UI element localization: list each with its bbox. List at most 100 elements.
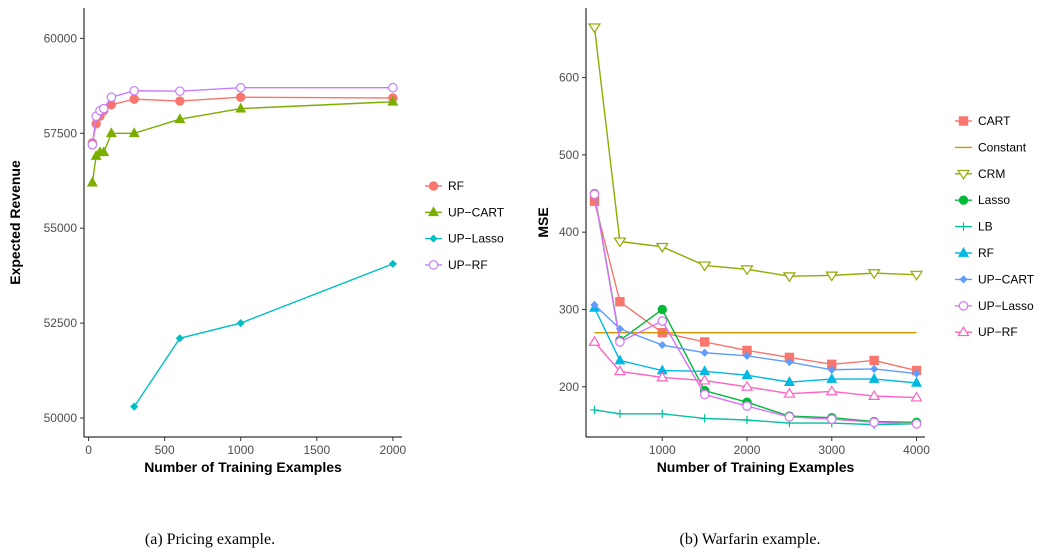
- y-tick-label: 55000: [44, 221, 78, 235]
- data-point: [700, 414, 709, 423]
- y-tick-label: 50000: [44, 411, 78, 425]
- data-point: [825, 385, 838, 396]
- series-up-rf: [87, 82, 398, 150]
- y-axis-title: Expected Revenue: [7, 160, 23, 285]
- data-point: [827, 365, 836, 374]
- y-tick-label: 500: [559, 148, 579, 162]
- series-rf: [589, 301, 922, 387]
- legend-label: UP−RF: [978, 325, 1018, 339]
- data-point: [613, 237, 627, 248]
- series-up-rf: [588, 335, 923, 402]
- data-point: [387, 95, 399, 106]
- data-point: [589, 189, 600, 200]
- y-tick-label: 52500: [44, 316, 78, 330]
- x-axis-title: Number of Training Examples: [657, 459, 855, 475]
- data-point: [236, 92, 246, 102]
- data-point: [236, 319, 245, 328]
- legend-key-marker: [958, 246, 969, 257]
- x-tick-label: 2000: [380, 443, 407, 457]
- series-up-lasso: [130, 259, 397, 411]
- data-point: [784, 412, 795, 422]
- series-line: [593, 27, 917, 277]
- data-point: [235, 102, 247, 113]
- data-point: [825, 271, 839, 282]
- data-point: [783, 376, 795, 386]
- legend-label: CART: [978, 114, 1011, 128]
- series-lasso: [589, 188, 922, 428]
- data-point: [615, 297, 625, 307]
- series-line: [593, 304, 917, 375]
- legend-label: RF: [448, 179, 464, 193]
- data-point: [911, 376, 922, 387]
- y-axis-title: MSE: [535, 207, 551, 237]
- data-point: [785, 357, 794, 367]
- data-point: [740, 380, 754, 391]
- data-point: [700, 348, 709, 357]
- series-line: [593, 194, 917, 425]
- data-point: [740, 265, 754, 276]
- data-point: [235, 82, 246, 93]
- y-tick-label: 57500: [44, 126, 78, 140]
- data-point: [175, 96, 185, 106]
- data-point: [868, 372, 880, 383]
- legend: RF UP−CART UP−Lasso UP−RF: [425, 179, 505, 272]
- data-point: [655, 242, 669, 253]
- legend-label: LB: [978, 220, 993, 234]
- legend-item: UP−CART: [955, 272, 1035, 286]
- data-point: [868, 389, 881, 400]
- series-line: [91, 101, 393, 183]
- legend-label: RF: [978, 246, 994, 260]
- series-rf: [87, 92, 398, 148]
- data-point: [587, 23, 602, 34]
- data-point: [867, 269, 881, 280]
- legend-item: UP−Lasso: [425, 232, 504, 246]
- data-point: [129, 94, 139, 104]
- legend-item: RF: [425, 179, 464, 193]
- x-tick-label: 4000: [903, 443, 930, 457]
- legend-key-marker: [428, 181, 439, 191]
- data-point: [698, 374, 711, 385]
- series-cart: [589, 196, 922, 376]
- figure-caption: (a) Pricing example.: [145, 531, 275, 548]
- data-point: [869, 417, 879, 428]
- legend: CART Constant CRM Lasso LB RF UP−CART UP−Lasso U…: [955, 114, 1035, 339]
- y-tick-label: 60000: [44, 31, 78, 45]
- data-point: [128, 127, 140, 138]
- data-point: [657, 304, 667, 315]
- legend-label: CRM: [978, 167, 1005, 181]
- data-point: [742, 351, 752, 360]
- pricing-chart: 50000 52500 55000 57500 60000 0 500 1000 1500 200…: [7, 8, 505, 548]
- legend-key-marker: [428, 260, 439, 270]
- data-point: [175, 86, 185, 96]
- legend-label: Constant: [978, 140, 1027, 154]
- x-tick-label: 500: [155, 443, 175, 457]
- data-point: [87, 139, 98, 150]
- data-point: [742, 415, 752, 425]
- legend-item: Constant: [955, 140, 1027, 154]
- legend-item: LB: [955, 220, 993, 234]
- legend-item: CRM: [955, 167, 1005, 181]
- data-point: [657, 316, 668, 326]
- data-point: [658, 409, 667, 419]
- data-point: [614, 354, 626, 365]
- data-point: [106, 92, 117, 103]
- x-axis-title: Number of Training Examples: [144, 459, 342, 475]
- x-tick-label: 3000: [818, 443, 845, 457]
- legend-label: Lasso: [978, 193, 1010, 207]
- y-tick-label: 400: [559, 225, 579, 239]
- series-line: [133, 263, 394, 408]
- data-point: [826, 414, 837, 425]
- legend-item: UP−RF: [955, 325, 1018, 339]
- warfarin-chart: 200 300 400 500 600 1000 2000 3000 4000 Number of…: [535, 8, 1035, 548]
- data-point: [613, 365, 626, 376]
- data-point: [98, 103, 109, 114]
- data-point: [912, 369, 921, 378]
- data-point: [869, 355, 879, 366]
- data-point: [129, 85, 140, 96]
- data-point: [910, 391, 923, 402]
- data-point: [105, 127, 117, 138]
- data-point: [870, 364, 879, 374]
- legend-item: CART: [955, 114, 1011, 128]
- data-point: [909, 270, 924, 281]
- legend-item: UP−RF: [425, 258, 488, 272]
